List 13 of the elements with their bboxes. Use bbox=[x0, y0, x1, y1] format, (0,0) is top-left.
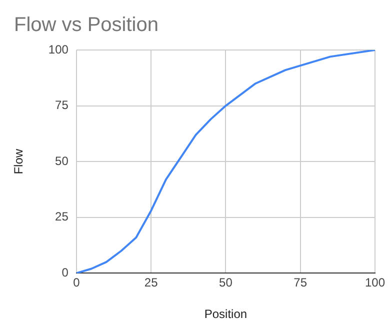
x-axis-title: Position bbox=[204, 307, 248, 322]
y-tick-label: 50 bbox=[55, 154, 69, 168]
y-axis-title: Flow bbox=[12, 148, 26, 174]
y-tick-label: 0 bbox=[62, 266, 69, 280]
y-tick-label: 75 bbox=[55, 98, 69, 112]
x-tick-label: 25 bbox=[144, 276, 158, 290]
chart-title: Flow vs Position bbox=[14, 14, 158, 37]
y-tick-label: 25 bbox=[55, 210, 69, 224]
y-tick-label: 100 bbox=[48, 42, 69, 56]
x-tick-label: 100 bbox=[364, 276, 386, 290]
x-tick-label: 0 bbox=[73, 276, 80, 290]
x-tick-label: 50 bbox=[219, 276, 233, 290]
x-tick-label: 75 bbox=[294, 276, 308, 290]
